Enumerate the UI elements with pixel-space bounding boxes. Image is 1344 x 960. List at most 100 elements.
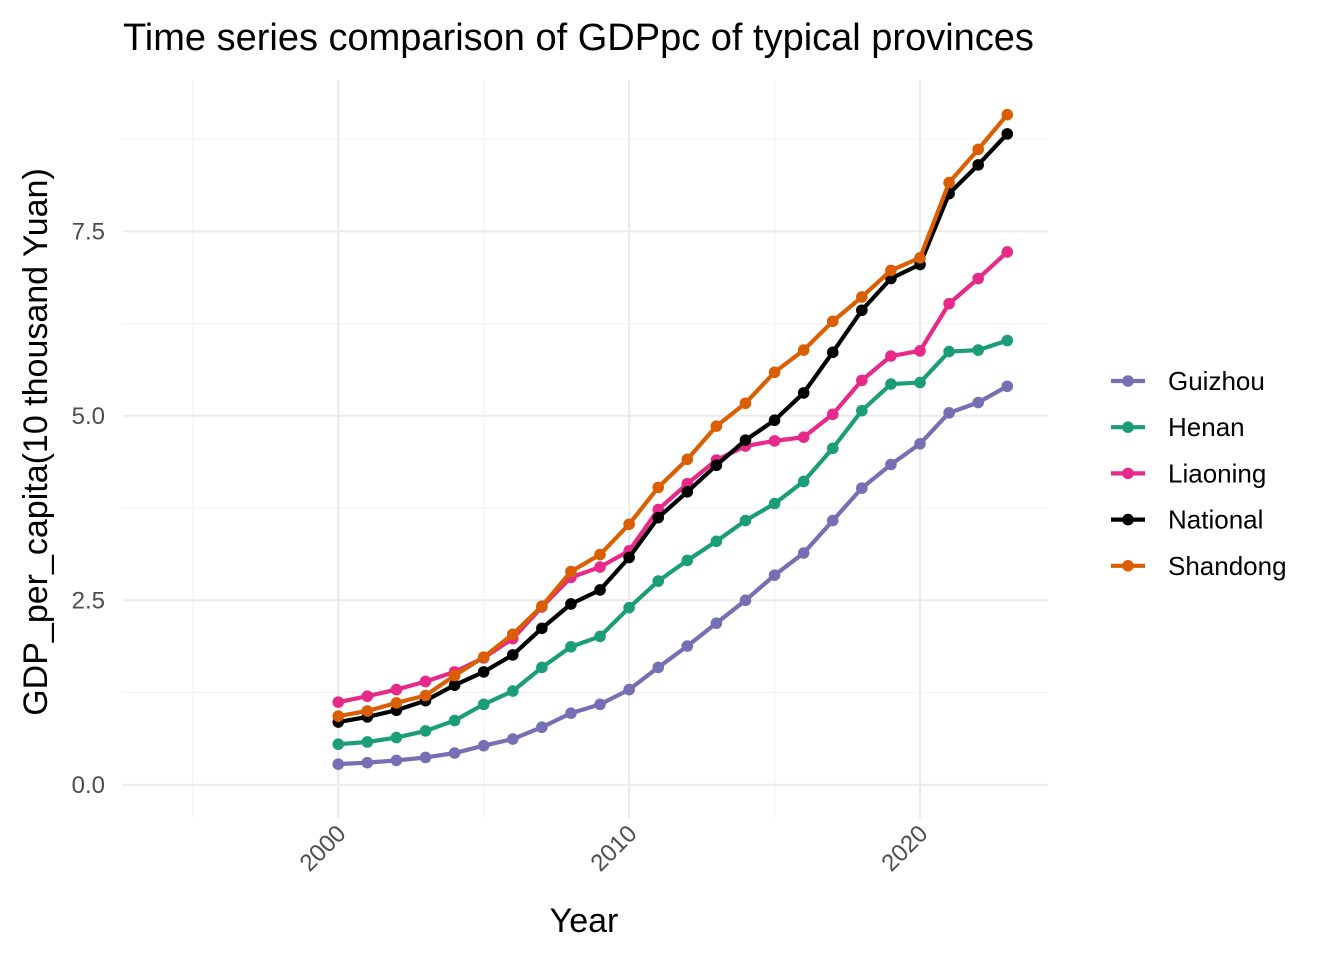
series-line	[336, 131, 1010, 725]
data-point	[826, 514, 839, 527]
data-point	[914, 376, 926, 389]
data-point	[565, 565, 577, 578]
data-point	[885, 378, 897, 390]
y-tick-label: 2.5	[72, 587, 105, 614]
data-point	[826, 442, 839, 455]
data-point	[856, 304, 868, 317]
data-point	[943, 345, 955, 358]
series-liaoning	[332, 246, 1014, 708]
data-point	[361, 756, 374, 769]
data-point	[972, 272, 984, 285]
legend-item-liaoning: Liaoning	[1111, 458, 1266, 488]
data-point	[1001, 246, 1014, 258]
data-point	[332, 758, 345, 770]
data-point	[506, 628, 519, 641]
data-point	[536, 622, 548, 635]
data-point	[972, 396, 984, 409]
data-point	[419, 725, 432, 737]
data-point	[361, 705, 374, 717]
data-point	[768, 366, 781, 379]
data-point	[448, 714, 461, 727]
data-point	[448, 669, 461, 682]
y-axis-ticks: 0.0 2.5 5.0 7.5	[72, 218, 105, 799]
data-point	[390, 697, 403, 709]
data-point	[710, 617, 723, 629]
data-point	[826, 346, 839, 359]
legend-label: National	[1168, 505, 1263, 535]
data-point	[972, 143, 984, 156]
series-line	[336, 338, 1010, 747]
x-tick-label: 2020	[876, 820, 933, 877]
data-point	[594, 548, 606, 561]
data-point	[506, 685, 519, 697]
data-point	[856, 374, 868, 387]
data-point	[972, 159, 984, 171]
data-point	[856, 482, 868, 494]
data-point	[448, 747, 461, 759]
data-point	[536, 721, 548, 734]
data-point	[943, 176, 955, 189]
data-point	[652, 511, 665, 524]
data-point	[885, 458, 897, 471]
data-point	[797, 387, 810, 399]
data-point	[536, 600, 548, 612]
data-point	[506, 649, 519, 661]
data-point	[419, 751, 432, 764]
data-point	[1001, 128, 1014, 140]
legend-item-national: National	[1111, 505, 1263, 535]
data-point	[477, 739, 490, 752]
data-point	[826, 315, 839, 328]
data-point	[943, 407, 955, 419]
series-henan	[332, 334, 1014, 750]
data-point	[536, 661, 548, 674]
legend-key-point	[1122, 560, 1134, 572]
data-point	[972, 344, 984, 356]
data-point	[797, 344, 810, 356]
data-point	[710, 535, 723, 548]
data-point	[652, 481, 665, 494]
series-guizhou	[332, 380, 1014, 770]
data-point	[914, 345, 926, 357]
series-shandong	[332, 108, 1014, 722]
data-point	[390, 754, 403, 767]
data-point	[623, 551, 635, 564]
legend-item-shandong: Shandong	[1111, 551, 1287, 581]
data-point	[681, 640, 694, 652]
y-tick-label: 5.0	[72, 403, 105, 430]
data-point	[623, 601, 635, 614]
data-point	[332, 710, 345, 722]
data-point	[681, 486, 694, 498]
legend-label: Liaoning	[1168, 458, 1266, 488]
series-line	[336, 249, 1010, 705]
x-axis-title: Year	[550, 902, 619, 940]
data-point	[1001, 334, 1014, 347]
grid	[123, 80, 1048, 818]
data-point	[739, 514, 752, 527]
data-point	[797, 431, 810, 443]
data-point	[448, 679, 461, 691]
legend-label: Henan	[1168, 412, 1245, 442]
data-point	[594, 584, 606, 596]
data-point	[885, 350, 897, 362]
data-point	[768, 414, 781, 427]
series-line	[336, 384, 1010, 767]
y-tick-label: 0.0	[72, 772, 105, 799]
data-point	[361, 736, 374, 748]
data-point	[1001, 108, 1014, 121]
data-point	[390, 683, 403, 696]
data-point	[594, 630, 606, 643]
data-point	[623, 518, 635, 531]
data-point	[768, 569, 781, 581]
data-point	[332, 696, 345, 708]
data-point	[885, 264, 897, 277]
data-point	[652, 575, 665, 587]
data-point	[943, 297, 955, 310]
data-point	[565, 598, 577, 610]
data-point	[652, 661, 665, 674]
data-point	[739, 397, 752, 410]
legend-label: Shandong	[1168, 551, 1287, 581]
data-point	[768, 435, 781, 447]
data-point	[565, 640, 577, 653]
data-point	[856, 291, 868, 303]
